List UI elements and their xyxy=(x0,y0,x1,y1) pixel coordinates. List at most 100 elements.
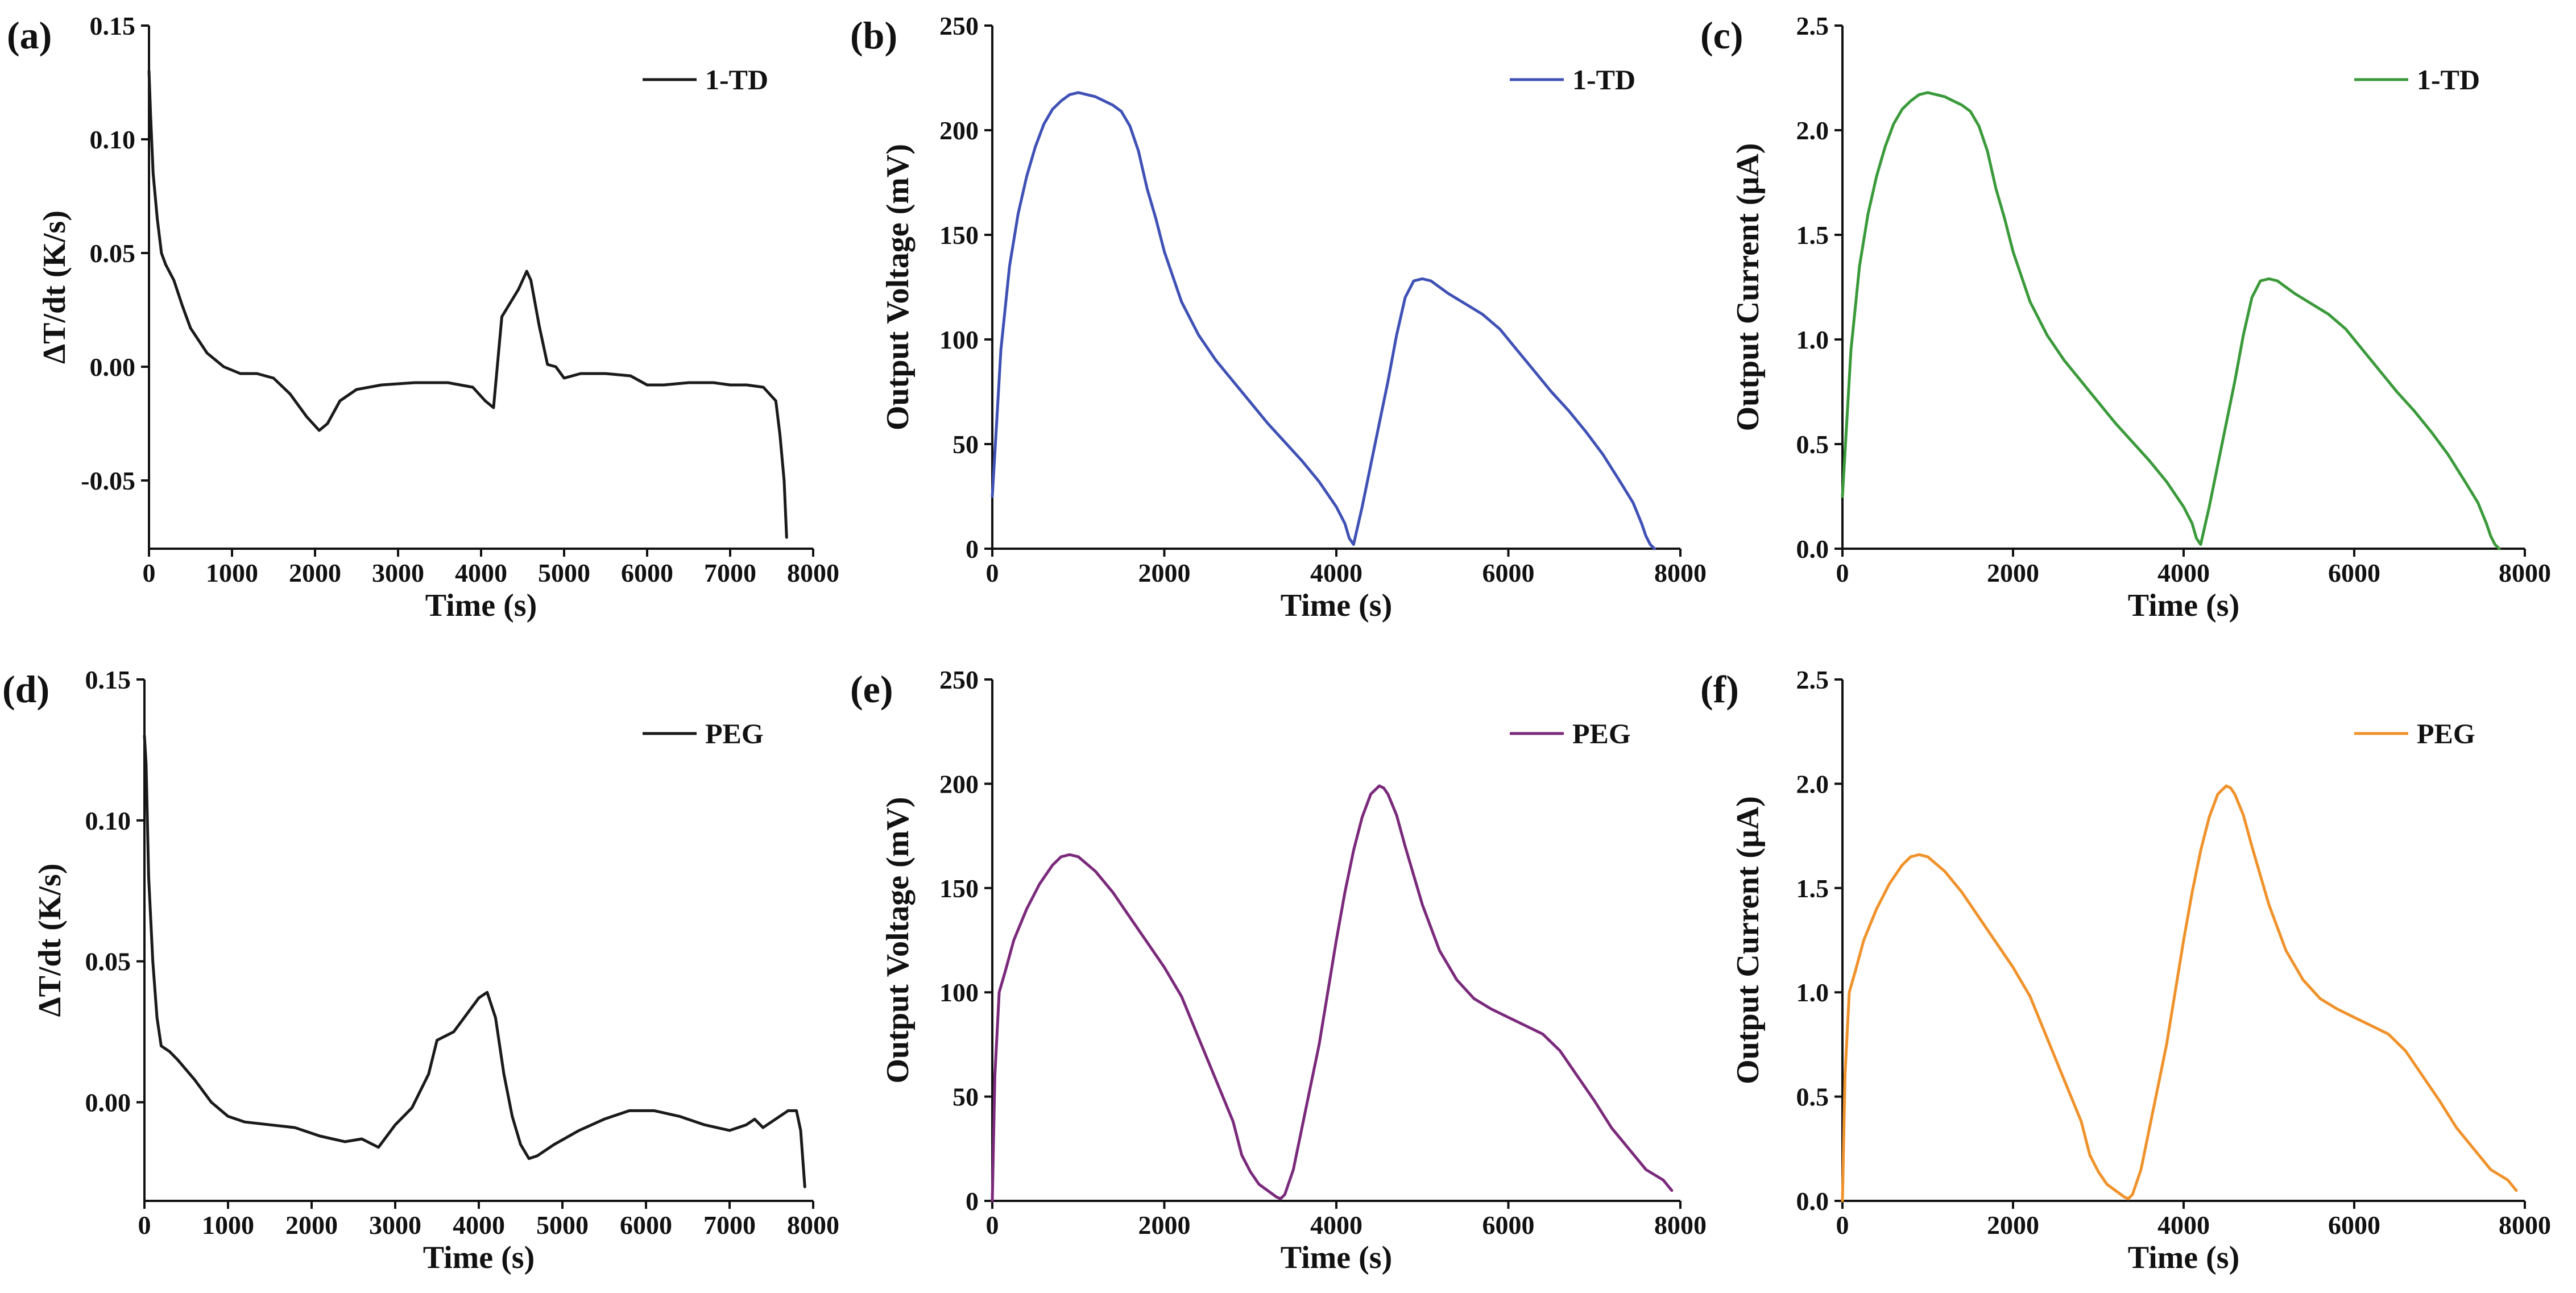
panel-f-x-tick-label: 2000 xyxy=(1987,1211,2039,1240)
panel-b-y-tick-label: 250 xyxy=(939,11,979,40)
panel-c-x-tick-label: 6000 xyxy=(2328,558,2380,587)
panel-e-y-tick-label: 0 xyxy=(966,1187,979,1216)
panel-e-x-tick-label: 4000 xyxy=(1310,1211,1362,1240)
panel-e-x-tick-label: 8000 xyxy=(1654,1211,1707,1240)
panel-b-y-tick-label: 200 xyxy=(939,116,979,145)
panel-b-x-tick-label: 8000 xyxy=(1654,558,1707,587)
panel-c-x-tick-label: 2000 xyxy=(1987,558,2039,587)
panel-a-y-axis-label: ΔT/dt (K/s) xyxy=(37,210,72,364)
panel-a-x-axis-label: Time (s) xyxy=(425,588,537,623)
panel-d-x-axis-label: Time (s) xyxy=(423,1240,535,1275)
panel-b-panel-label: (b) xyxy=(850,14,897,57)
panel-c-axes xyxy=(1841,26,2525,550)
panel-a: 0 1000 2000 3000 4000 5000 6000 7000 8000 -0.05 0.… xyxy=(7,11,839,623)
panel-b-x-tick-label: 6000 xyxy=(1482,558,1535,587)
panel-c-y-tick-label: 0.0 xyxy=(1796,534,1829,563)
panel-e-y-tick-label: 50 xyxy=(952,1083,979,1112)
panel-b-y-tick-label: 150 xyxy=(939,221,979,250)
panel-f: 0 2000 4000 6000 8000 0.0 0.5 1.0 1.5 2.0 2.5 Time … xyxy=(1700,665,2551,1275)
panel-d-x-tick-label: 2000 xyxy=(285,1211,338,1240)
panel-b-axes xyxy=(991,26,1680,550)
panel-d-x-tick-label: 4000 xyxy=(453,1211,505,1240)
panel-d-x-tick-label: 5000 xyxy=(536,1211,589,1240)
panel-e-y-tick-label: 250 xyxy=(939,665,979,694)
panel-d-x-tick-label: 6000 xyxy=(620,1211,672,1240)
panel-a-legend-label: 1-TD xyxy=(705,64,768,96)
panel-e-legend-label: PEG xyxy=(1572,718,1631,749)
panel-c-x-axis-label: Time (s) xyxy=(2128,588,2240,623)
panel-a-y-tick-label: 0.10 xyxy=(90,125,136,154)
panel-c-y-tick-label: 1.5 xyxy=(1796,221,1829,250)
panel-f-x-tick-label: 6000 xyxy=(2328,1211,2380,1240)
panel-c-y-tick-label: 0.5 xyxy=(1796,430,1829,459)
panel-c-x-tick-label: 0 xyxy=(1836,558,1849,587)
panel-c-panel-label: (c) xyxy=(1700,14,1743,57)
panel-d-y-axis-label: ΔT/dt (K/s) xyxy=(32,863,68,1017)
panel-f-x-tick-label: 4000 xyxy=(2157,1211,2210,1240)
panel-b-x-axis-label: Time (s) xyxy=(1281,588,1393,623)
panel-f-y-tick-label: 0.5 xyxy=(1796,1083,1829,1112)
panel-a-x-tick-label: 4000 xyxy=(455,558,507,587)
panel-a-y-tick-label: 0.00 xyxy=(90,353,136,382)
panel-d-x-tick-label: 1000 xyxy=(202,1211,254,1240)
panel-e-x-tick-label: 6000 xyxy=(1482,1211,1535,1240)
panel-d-y-tick-label: 0.10 xyxy=(85,806,131,835)
panel-f-x-tick-label: 8000 xyxy=(2499,1211,2551,1240)
panel-b-y-tick-label: 0 xyxy=(966,534,979,563)
panel-f-y-tick-label: 2.5 xyxy=(1796,665,1829,694)
panel-a-x-tick-label: 0 xyxy=(143,558,156,587)
panel-b-legend-label: 1-TD xyxy=(1572,64,1635,96)
panel-a-series-line-0 xyxy=(147,69,788,539)
panel-f-panel-label: (f) xyxy=(1700,668,1739,711)
panel-b-series-line-0 xyxy=(991,91,1656,550)
panel-f-legend-label: PEG xyxy=(2417,718,2475,749)
panel-f-x-tick-label: 0 xyxy=(1836,1211,1849,1240)
panel-e-panel-label: (e) xyxy=(850,668,893,711)
panel-e-y-tick-label: 100 xyxy=(939,978,979,1007)
panel-a-y-tick-label: 0.15 xyxy=(90,11,136,40)
panel-d-x-tick-label: 8000 xyxy=(787,1211,839,1240)
panel-f-y-tick-label: 2.0 xyxy=(1796,769,1829,798)
panel-d-series-line-0 xyxy=(143,734,806,1188)
panel-f-y-tick-label: 1.5 xyxy=(1796,874,1829,903)
panel-c-y-axis-label: Output Current (μA) xyxy=(1730,143,1766,432)
panel-c: 0 2000 4000 6000 8000 0.0 0.5 1.0 1.5 2.0 2.5 Time … xyxy=(1700,11,2551,623)
panel-a-x-tick-label: 7000 xyxy=(704,558,756,587)
panel-d-legend-label: PEG xyxy=(705,718,764,749)
panel-a-x-tick-label: 6000 xyxy=(621,558,673,587)
panel-e-y-tick-label: 150 xyxy=(939,874,979,903)
panel-c-y-tick-label: 2.0 xyxy=(1796,116,1829,145)
panel-b-x-tick-label: 0 xyxy=(986,558,999,587)
panel-c-y-tick-label: 1.0 xyxy=(1796,325,1829,354)
panel-d: 0 1000 2000 3000 4000 5000 6000 7000 8000 0.00 0.0… xyxy=(2,665,839,1275)
panel-d-panel-label: (d) xyxy=(2,668,49,711)
panel-b-y-axis-label: Output Voltage (mV) xyxy=(880,144,916,430)
panel-d-y-tick-label: 0.05 xyxy=(85,947,131,976)
panel-f-y-tick-label: 1.0 xyxy=(1796,978,1829,1007)
panel-d-x-tick-label: 0 xyxy=(138,1211,151,1240)
panel-d-x-tick-label: 7000 xyxy=(703,1211,756,1240)
panel-b-x-tick-label: 4000 xyxy=(1310,558,1362,587)
panel-c-legend-label: 1-TD xyxy=(2417,64,2480,96)
panel-e-x-tick-label: 0 xyxy=(986,1211,999,1240)
panel-e-y-axis-label: Output Voltage (mV) xyxy=(880,797,916,1083)
panel-a-x-tick-label: 8000 xyxy=(787,558,839,587)
panel-f-y-tick-label: 0.0 xyxy=(1796,1187,1829,1216)
panel-b-y-tick-label: 50 xyxy=(952,430,979,459)
panel-a-x-tick-label: 1000 xyxy=(206,558,258,587)
panel-a-y-tick-label: 0.05 xyxy=(90,239,136,268)
panel-b: 0 2000 4000 6000 8000 0 50 100 150 200 250 Time (s)… xyxy=(850,11,1707,623)
panel-d-x-tick-label: 3000 xyxy=(369,1211,421,1240)
panel-b-x-tick-label: 2000 xyxy=(1138,558,1191,587)
panel-a-axes xyxy=(148,26,813,550)
panel-e: 0 2000 4000 6000 8000 0 50 100 150 200 250 Time (s)… xyxy=(850,665,1707,1275)
panel-c-x-tick-label: 8000 xyxy=(2499,558,2551,587)
panel-c-x-tick-label: 4000 xyxy=(2157,558,2210,587)
panel-c-series-line-0 xyxy=(1841,91,2501,550)
panel-e-y-tick-label: 200 xyxy=(939,769,979,798)
panel-e-x-axis-label: Time (s) xyxy=(1281,1240,1393,1275)
panel-f-series-line-0 xyxy=(1841,784,2518,1203)
panel-f-y-axis-label: Output Current (μA) xyxy=(1730,796,1766,1084)
panel-f-x-axis-label: Time (s) xyxy=(2128,1240,2240,1275)
